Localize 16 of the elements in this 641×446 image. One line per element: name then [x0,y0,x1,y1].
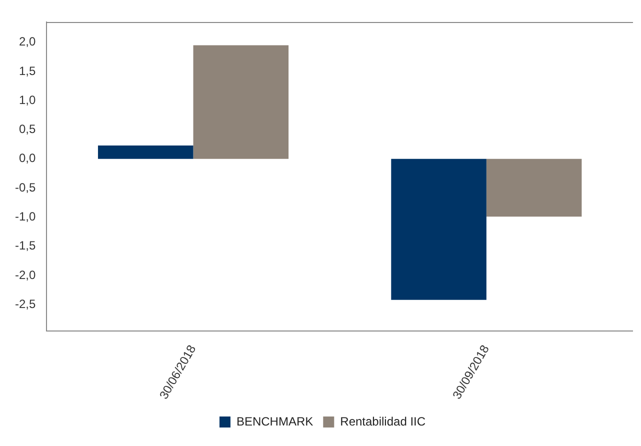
y-tick-label: -1,0 [14,209,36,224]
bar [98,146,194,159]
y-tick-label: 1,0 [18,92,36,107]
y-tick-label: 0,0 [18,151,36,166]
y-tick-label: -1,5 [14,238,36,253]
legend-label: BENCHMARK [236,414,314,428]
y-tick-label: -0,5 [14,180,36,194]
y-tick-label: -2,0 [14,268,36,282]
y-tick-label: -2,5 [14,296,36,311]
y-tick-label: 0,5 [18,122,36,136]
bar [391,158,486,300]
bar [193,45,289,159]
bar [486,158,582,217]
y-tick-label: 2,0 [18,34,36,49]
y-tick-label: 1,5 [18,64,36,78]
legend-label: Rentabilidad IIC [340,414,426,428]
